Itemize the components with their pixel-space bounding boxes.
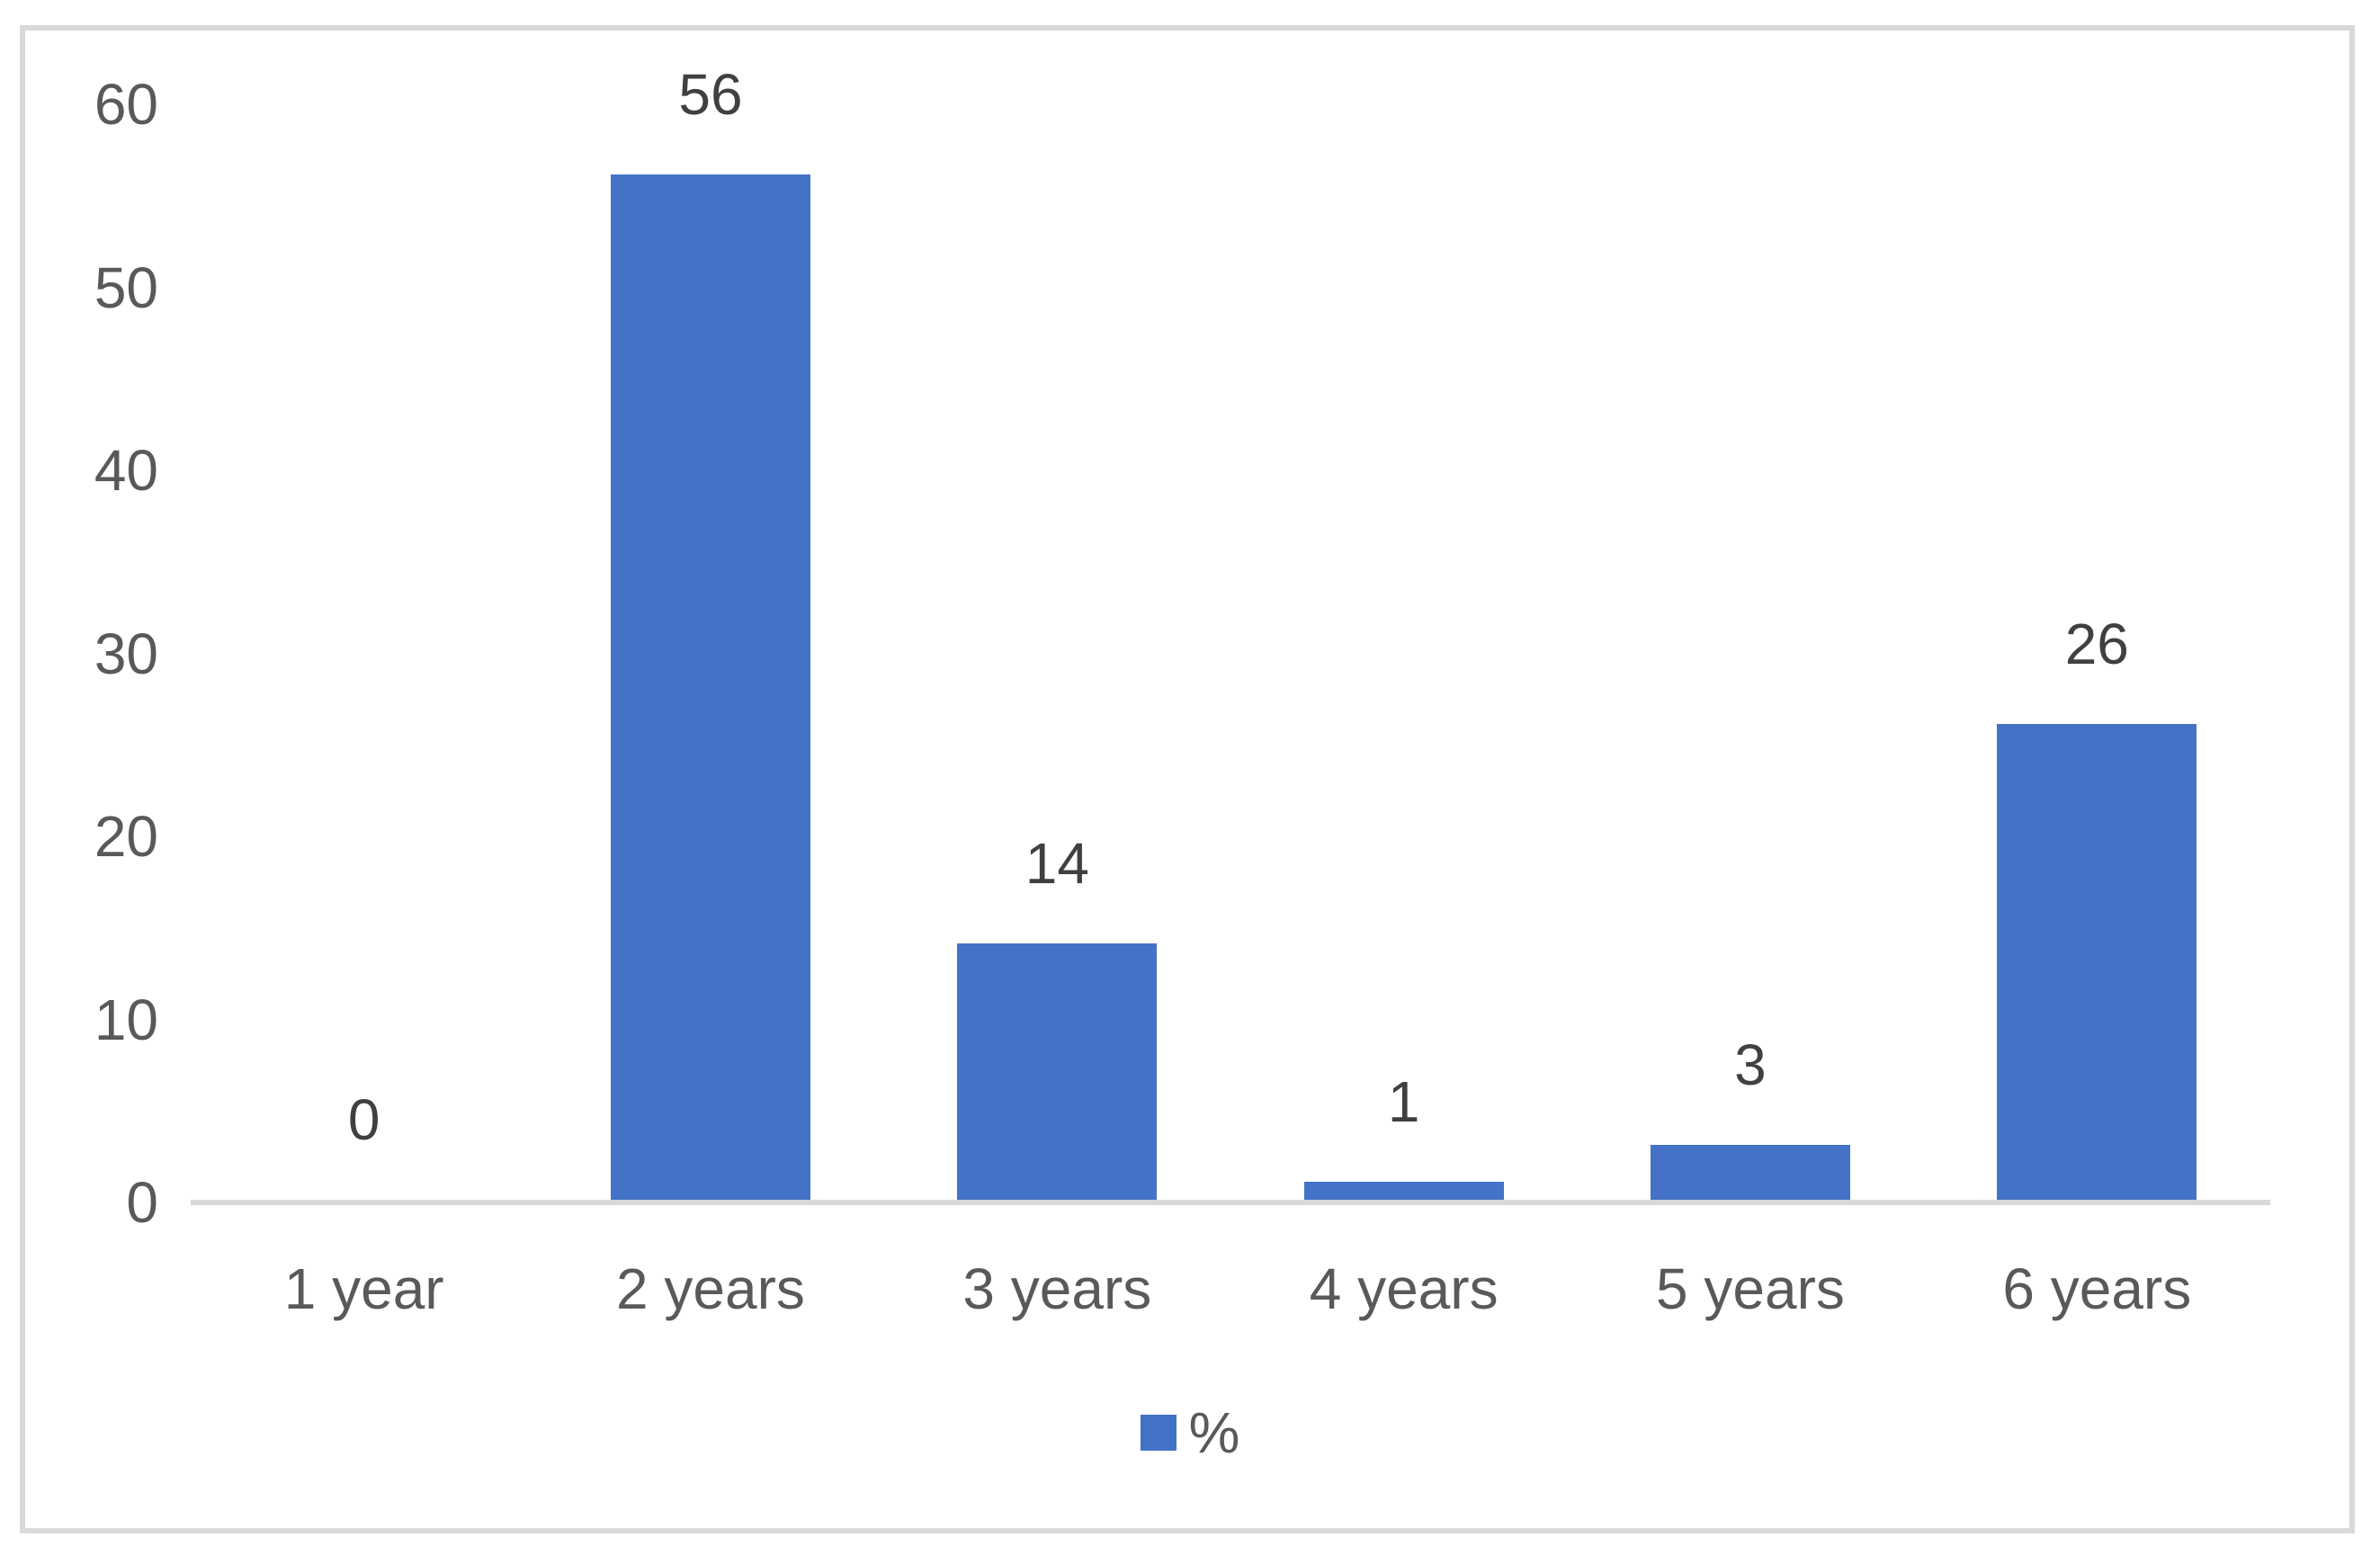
legend-series-label: % [1188,1400,1240,1465]
chart-frame: 0 10 20 30 40 50 60 0 56 14 1 3 26 1 year 2 years 3 y… [20,25,2355,1533]
bar-value-label: 56 [678,62,743,127]
x-tick-label: 1 year [283,1256,444,1321]
category-slot: 56 [537,31,883,1200]
bar [1997,724,2197,1200]
x-tick-label: 5 years [1656,1256,1845,1321]
bar [957,943,1158,1200]
y-tick-label: 0 [126,1170,158,1235]
x-axis-line [191,1200,2270,1205]
bar [1650,1145,1850,1200]
bar-value-label: 1 [1387,1069,1420,1134]
x-tick-label: 3 years [962,1256,1152,1321]
category-slot: 0 [191,31,537,1200]
bar [610,174,810,1200]
legend: % [0,1399,2380,1466]
bar-value-label: 26 [2064,612,2129,676]
x-axis-labels: 1 year 2 years 3 years 4 years 5 years 6 year… [191,1256,2270,1322]
x-tick-label: 4 years [1309,1256,1499,1321]
category-slot: 1 [1230,31,1577,1200]
y-tick-label: 30 [94,621,158,686]
y-tick-label: 40 [94,438,158,503]
legend-swatch-icon [1140,1415,1177,1451]
y-tick-label: 50 [94,255,158,320]
bar-value-label: 14 [1024,831,1089,896]
plot-area: 0 56 14 1 3 26 [191,31,2270,1200]
category-slot: 26 [1924,31,2270,1200]
x-tick-label: 6 years [2002,1256,2192,1321]
x-tick-label: 2 years [616,1256,805,1321]
category-slot: 3 [1577,31,1923,1200]
category-slot: 14 [884,31,1230,1200]
y-tick-label: 20 [94,804,158,869]
y-tick-label: 60 [94,72,158,137]
y-tick-label: 10 [94,987,158,1052]
bar-value-label: 0 [347,1087,380,1152]
bar-value-label: 3 [1734,1032,1767,1097]
bar [1303,1182,1504,1200]
